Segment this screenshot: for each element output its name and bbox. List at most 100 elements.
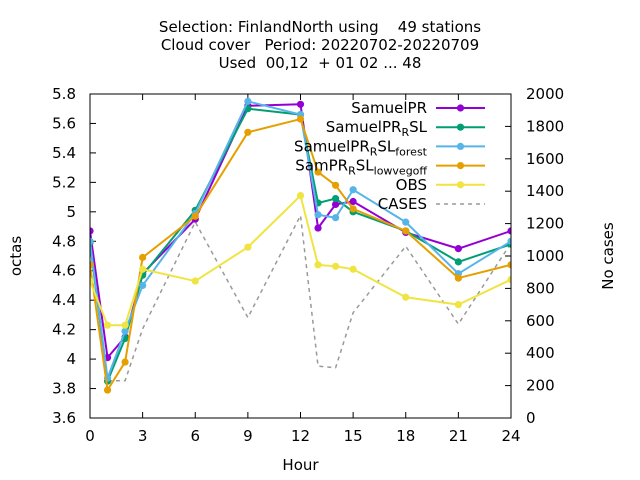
x-tick-label: 18 <box>396 427 415 445</box>
legend-marker <box>456 123 465 131</box>
y2-tick-label: 1200 <box>526 215 564 233</box>
data-point <box>90 227 94 235</box>
series-4 <box>90 192 511 329</box>
y-tick-label: 5.4 <box>52 144 76 162</box>
legend-entry: CASES <box>378 195 485 213</box>
series-line <box>90 214 511 382</box>
legend-label-part: forest <box>395 145 427 158</box>
y2-tick-label: 1600 <box>526 150 564 168</box>
legend-label-part: SL <box>377 137 396 155</box>
y-tick-label: 5 <box>66 203 76 221</box>
data-point <box>90 261 94 269</box>
data-point <box>139 265 147 273</box>
legend-label-part: SamuelPR <box>294 137 370 155</box>
data-point <box>507 261 511 269</box>
data-point <box>139 253 147 262</box>
title-line: Used 00,12 + 01 02 ... 48 <box>219 54 422 72</box>
y2-tick-label: 0 <box>526 409 536 427</box>
plot-area <box>90 97 511 394</box>
legend-label-part: SL <box>356 157 375 175</box>
data-point <box>314 224 322 232</box>
legend-entry: SamuelPRRSLforest <box>294 137 485 158</box>
data-point <box>103 386 112 394</box>
y2-tick-label: 2000 <box>526 85 564 103</box>
y-tick-label: 4.6 <box>52 262 76 280</box>
y2-axis-label: No cases <box>599 222 617 290</box>
y-tick-label: 4 <box>66 350 76 368</box>
y-tick-label: 5.6 <box>52 114 76 132</box>
data-point <box>349 205 357 213</box>
data-point <box>349 265 357 273</box>
legend-label-part: SamuelPR <box>326 118 402 136</box>
legend-label-part: lowvegoff <box>374 165 428 178</box>
y-tick-label: 4.4 <box>52 291 76 309</box>
x-tick-label: 15 <box>344 427 363 445</box>
legend-label: OBS <box>396 176 427 194</box>
legend-entry: SamuelPRRSL <box>326 118 485 139</box>
x-tick-label: 6 <box>190 427 200 445</box>
legend-label-part: OBS <box>396 176 427 194</box>
legend-label-part: R <box>401 126 409 139</box>
x-tick-label: 24 <box>501 427 520 445</box>
legend-label: SamuelPRRSL <box>326 118 428 139</box>
x-tick-label: 3 <box>138 427 148 445</box>
data-point <box>402 227 410 235</box>
x-axis-label: Hour <box>282 456 319 474</box>
y2-tick-label: 1800 <box>526 117 564 135</box>
legend-label: SamPRRSLlowvegoff <box>295 157 427 178</box>
data-point <box>507 227 511 235</box>
data-point <box>121 321 129 329</box>
data-point <box>507 237 511 245</box>
data-point <box>454 301 462 309</box>
data-point <box>314 261 322 269</box>
legend-entry: SamuelPR <box>351 99 485 117</box>
data-point <box>103 321 112 329</box>
x-tick-label: 12 <box>291 427 310 445</box>
chart-title: Selection: FinlandNorth using 49 station… <box>159 18 481 72</box>
data-point <box>507 275 511 284</box>
legend-label-part: CASES <box>378 195 427 213</box>
data-point <box>121 327 129 335</box>
y-tick-label: 5.8 <box>52 85 76 103</box>
x-tick-label: 0 <box>85 427 95 445</box>
y2-tick-label: 800 <box>526 279 555 297</box>
data-point <box>402 293 410 301</box>
legend-label-part: SamPR <box>295 157 348 175</box>
plot-frame <box>89 93 512 419</box>
legend-marker <box>456 142 465 150</box>
legend-label: SamuelPR <box>351 99 427 117</box>
y2-tick-label: 200 <box>526 377 555 395</box>
legend-label-part: R <box>370 145 378 158</box>
y2-tick-label: 1000 <box>526 247 564 265</box>
y-tick-label: 4.8 <box>52 232 76 250</box>
legend-marker <box>456 181 465 189</box>
data-point <box>349 197 357 206</box>
data-point <box>331 200 340 209</box>
data-point <box>90 237 94 245</box>
data-point <box>331 194 340 203</box>
legend-label-part: SamuelPR <box>351 99 427 117</box>
data-point <box>296 192 305 200</box>
legend-marker <box>456 162 465 170</box>
legend-marker <box>456 104 465 112</box>
data-point <box>90 277 94 285</box>
y-tick-label: 3.6 <box>52 409 76 427</box>
data-point <box>454 245 462 253</box>
data-point <box>244 97 252 105</box>
data-point <box>191 277 199 285</box>
data-point <box>244 128 252 136</box>
series-3 <box>90 115 511 394</box>
series-5 <box>90 214 511 382</box>
data-point <box>314 211 322 219</box>
x-tick-label: 21 <box>449 427 468 445</box>
data-point <box>244 243 252 251</box>
y-tick-label: 3.8 <box>52 380 76 398</box>
data-point <box>331 214 340 222</box>
y-tick-label: 4.2 <box>52 321 76 339</box>
y2-tick-label: 600 <box>526 312 555 330</box>
title-line: Cloud cover Period: 20220702-20220709 <box>161 36 479 54</box>
title-line: Selection: FinlandNorth using 49 station… <box>159 18 481 36</box>
data-point <box>139 281 147 290</box>
